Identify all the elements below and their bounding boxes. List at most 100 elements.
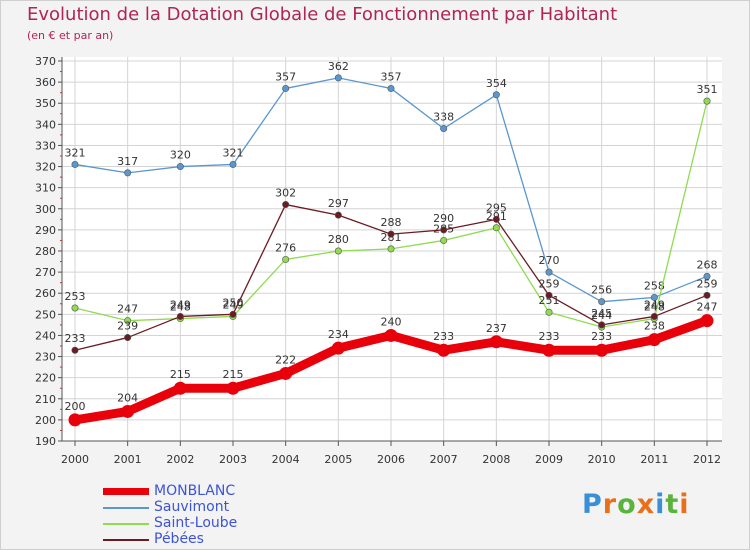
- x-tick-label: 2000: [61, 453, 89, 466]
- chart-subtitle: (en € et par an): [27, 29, 114, 42]
- logo-letter: o: [617, 489, 637, 520]
- legend-label-pebees: Pébées: [154, 531, 204, 547]
- chart-title: Evolution de la Dotation Globale de Fonc…: [27, 4, 618, 25]
- x-tick-label: 2006: [377, 453, 405, 466]
- data-label: 248: [170, 301, 191, 314]
- data-point: [334, 211, 342, 219]
- data-label: 240: [381, 315, 402, 328]
- x-tick-label: 2009: [535, 453, 563, 466]
- data-label: 276: [275, 241, 296, 254]
- data-label: 233: [591, 330, 612, 343]
- data-point: [440, 236, 448, 244]
- data-point: [331, 341, 345, 355]
- data-label: 290: [433, 212, 454, 225]
- series-monblanc: 200 204 215 215 222 234 240 233 237 233 233 238 247: [65, 301, 718, 427]
- data-label: 234: [328, 328, 349, 341]
- legend-swatch-sauvimont: [103, 507, 149, 509]
- y-tick-label: 360: [35, 76, 56, 89]
- data-point: [334, 247, 342, 255]
- data-label: 259: [539, 277, 560, 290]
- data-label: 321: [65, 146, 86, 159]
- data-point: [703, 272, 711, 280]
- data-label: 253: [65, 290, 86, 303]
- y-tick-label: 300: [35, 203, 56, 216]
- data-point: [124, 334, 132, 342]
- data-label: 215: [223, 368, 244, 381]
- data-point: [226, 381, 240, 395]
- y-tick-label: 320: [35, 161, 56, 174]
- data-point: [282, 84, 290, 92]
- x-tick-label: 2012: [693, 453, 721, 466]
- data-label: 351: [697, 83, 718, 96]
- data-label: 295: [486, 201, 507, 214]
- data-label: 250: [223, 296, 244, 309]
- data-point: [71, 346, 79, 354]
- data-point: [229, 160, 237, 168]
- data-label: 317: [117, 155, 138, 168]
- data-point: [279, 366, 293, 380]
- data-label: 200: [65, 400, 86, 413]
- x-tick-label: 2011: [640, 453, 668, 466]
- legend-swatch-monblanc: [103, 488, 149, 495]
- y-tick-label: 250: [35, 308, 56, 321]
- data-label: 256: [591, 284, 612, 297]
- data-label: 233: [65, 332, 86, 345]
- data-point: [595, 343, 609, 357]
- data-label: 259: [697, 277, 718, 290]
- logo-letter: i: [679, 489, 690, 520]
- data-point: [703, 291, 711, 299]
- data-point: [124, 317, 132, 325]
- data-point: [173, 381, 187, 395]
- x-tick-label: 2002: [166, 453, 194, 466]
- data-label: 357: [381, 70, 402, 83]
- data-point: [384, 328, 398, 342]
- series-sauvimont: 321 317 320 321 357 362 357 338 354 270 256 258 268: [65, 60, 718, 306]
- data-point: [492, 215, 500, 223]
- data-label: 302: [275, 187, 296, 200]
- data-point: [440, 226, 448, 234]
- y-tick-label: 340: [35, 118, 56, 131]
- data-point: [387, 84, 395, 92]
- y-tick-label: 280: [35, 245, 56, 258]
- data-label: 321: [223, 146, 244, 159]
- data-label: 239: [117, 320, 138, 333]
- data-point: [71, 304, 79, 312]
- data-point: [387, 245, 395, 253]
- y-tick-label: 190: [35, 435, 56, 448]
- data-point: [282, 201, 290, 209]
- logo-letter: P: [582, 489, 603, 520]
- data-label: 280: [328, 233, 349, 246]
- data-label: 249: [170, 298, 191, 311]
- data-label: 362: [328, 60, 349, 73]
- legend-label-monblanc: MONBLANC: [154, 483, 236, 499]
- data-label: 247: [117, 303, 138, 316]
- y-tick-label: 220: [35, 372, 56, 385]
- data-label: 249: [223, 298, 244, 311]
- data-label: 204: [117, 391, 138, 404]
- data-point: [124, 169, 132, 177]
- data-label: 320: [170, 149, 191, 162]
- data-point: [440, 125, 448, 133]
- legend-swatch-pebees: [103, 539, 149, 541]
- logo-letter: i: [655, 489, 666, 520]
- x-tick-label: 2004: [272, 453, 300, 466]
- y-tick-label: 310: [35, 182, 56, 195]
- y-tick-label: 260: [35, 287, 56, 300]
- data-point: [598, 298, 606, 306]
- y-tick-label: 210: [35, 393, 56, 406]
- data-point: [489, 335, 503, 349]
- data-label: 338: [433, 111, 454, 124]
- data-point: [387, 230, 395, 238]
- data-label: 222: [275, 353, 296, 366]
- data-point: [650, 293, 658, 301]
- x-tick-label: 2008: [482, 453, 510, 466]
- data-label: 354: [486, 77, 507, 90]
- data-point: [282, 255, 290, 263]
- y-tick-label: 270: [35, 266, 56, 279]
- data-point: [647, 333, 661, 347]
- x-tick-label: 2007: [430, 453, 458, 466]
- data-label: 244: [591, 309, 612, 322]
- y-tick-label: 240: [35, 329, 56, 342]
- data-point: [542, 343, 556, 357]
